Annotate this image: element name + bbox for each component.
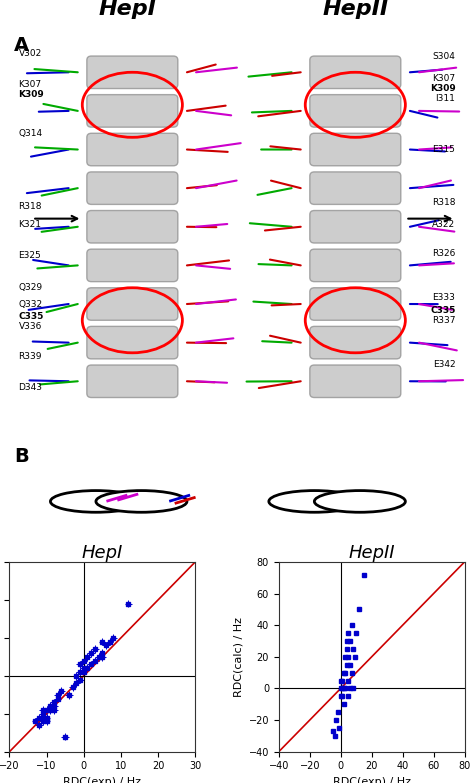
Text: S304: S304 (433, 52, 456, 60)
Text: R318: R318 (432, 198, 456, 207)
FancyBboxPatch shape (87, 211, 178, 243)
Text: E325: E325 (18, 251, 41, 260)
FancyBboxPatch shape (310, 288, 401, 320)
Text: Q329: Q329 (18, 283, 43, 292)
FancyBboxPatch shape (87, 172, 178, 204)
FancyBboxPatch shape (310, 365, 401, 398)
Text: V336: V336 (18, 322, 42, 331)
Text: E333: E333 (433, 294, 456, 302)
FancyBboxPatch shape (87, 249, 178, 282)
Text: K307: K307 (432, 74, 456, 83)
Text: C335: C335 (18, 312, 44, 321)
Text: A322: A322 (432, 220, 456, 229)
Text: R326: R326 (432, 249, 456, 258)
Text: E315: E315 (433, 145, 456, 154)
Text: E342: E342 (433, 360, 456, 370)
Text: R339: R339 (18, 352, 42, 362)
FancyBboxPatch shape (87, 133, 178, 166)
Text: K309: K309 (18, 90, 45, 99)
Text: R337: R337 (432, 316, 456, 325)
FancyBboxPatch shape (310, 172, 401, 204)
Text: A: A (14, 36, 29, 55)
FancyBboxPatch shape (310, 133, 401, 166)
Text: K309: K309 (429, 84, 456, 93)
Text: Q332: Q332 (18, 300, 43, 309)
FancyBboxPatch shape (310, 327, 401, 359)
FancyBboxPatch shape (310, 211, 401, 243)
Text: B: B (14, 447, 29, 466)
Text: V302: V302 (18, 49, 42, 59)
Text: D343: D343 (18, 383, 43, 392)
Text: K321: K321 (18, 220, 42, 229)
Text: R318: R318 (18, 202, 42, 211)
Text: HepI: HepI (99, 0, 157, 20)
Text: C335: C335 (430, 305, 456, 315)
FancyBboxPatch shape (310, 56, 401, 88)
FancyBboxPatch shape (310, 249, 401, 282)
Y-axis label: RDC(calc) / Hz: RDC(calc) / Hz (233, 617, 243, 697)
X-axis label: RDC(exp) / Hz: RDC(exp) / Hz (64, 777, 141, 783)
Title: HepII: HepII (348, 543, 395, 561)
FancyBboxPatch shape (87, 95, 178, 127)
FancyBboxPatch shape (87, 327, 178, 359)
FancyBboxPatch shape (87, 288, 178, 320)
FancyBboxPatch shape (87, 56, 178, 88)
Circle shape (50, 491, 141, 512)
Text: Q314: Q314 (18, 128, 43, 138)
Circle shape (96, 491, 187, 512)
Text: K307: K307 (18, 80, 42, 89)
Circle shape (314, 491, 405, 512)
X-axis label: RDC(exp) / Hz: RDC(exp) / Hz (333, 777, 410, 783)
Title: HepI: HepI (82, 543, 123, 561)
FancyBboxPatch shape (87, 365, 178, 398)
FancyBboxPatch shape (310, 95, 401, 127)
Text: I311: I311 (436, 94, 456, 103)
Circle shape (269, 491, 360, 512)
Text: HepII: HepII (322, 0, 388, 20)
